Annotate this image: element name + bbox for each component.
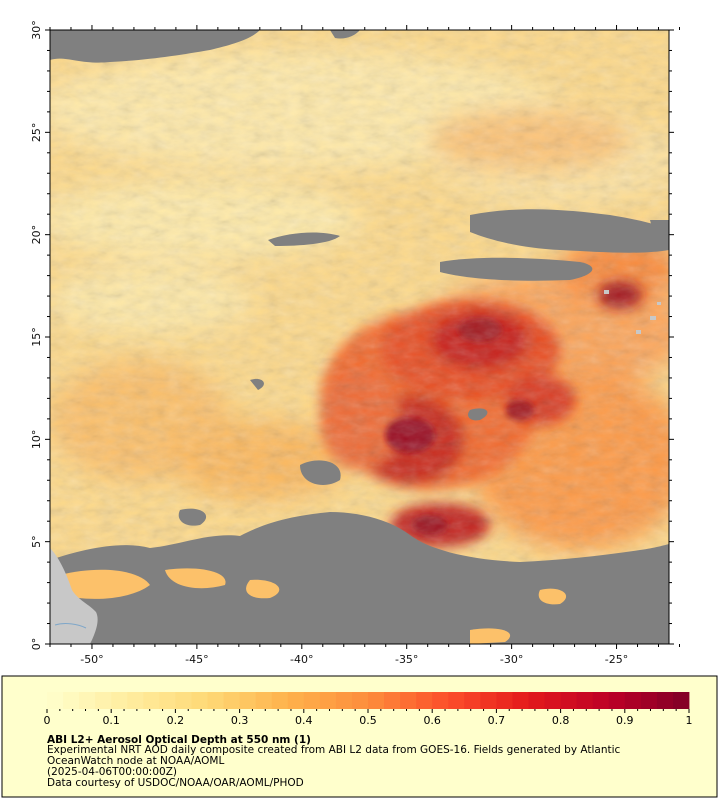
- lon-tick-label: -30°: [500, 653, 523, 666]
- colorbar-segment: [143, 692, 160, 709]
- colorbar-segment: [464, 692, 481, 709]
- colorbar-segment: [239, 692, 257, 709]
- lat-tick-label: 10°: [30, 430, 43, 450]
- colorbar-segment: [127, 692, 144, 709]
- colorbar-segment: [400, 692, 417, 709]
- colorbar-tick-label: 1: [686, 714, 693, 727]
- colorbar-segment: [656, 692, 674, 709]
- amazon-river: [54, 623, 87, 629]
- cape-verde-islands: [604, 290, 661, 334]
- colorbar-segments: [47, 692, 690, 709]
- colorbar-segment: [111, 692, 128, 709]
- colorbar-segment: [95, 692, 112, 709]
- colorbar-ticks: 0 0.1 0.2 0.3 0.4 0.5 0.6 0.7 0.8 0.9 1: [44, 709, 693, 727]
- colorbar-segment: [319, 692, 337, 709]
- colorbar-segment: [480, 692, 497, 709]
- colorbar-segment: [512, 692, 529, 709]
- colorbar-segment: [47, 692, 64, 709]
- colorbar-tick-label: 0.5: [359, 714, 377, 727]
- colorbar-segment: [159, 692, 176, 709]
- colorbar-segment: [351, 692, 369, 709]
- colorbar-segment: [255, 692, 273, 709]
- lat-tick-label: 30°: [30, 20, 43, 40]
- colorbar-segment: [175, 692, 192, 709]
- colorbar-segment: [223, 692, 240, 709]
- caption-line-2: OceanWatch node at NOAA/AOML: [47, 755, 224, 767]
- south-america-land: [50, 548, 98, 644]
- colorbar-segment: [576, 692, 594, 709]
- colorbar-segment: [63, 692, 80, 709]
- colorbar-segment: [608, 692, 626, 709]
- colorbar-segment: [287, 692, 305, 709]
- colorbar-segment: [544, 692, 561, 709]
- colorbar-segment: [191, 692, 208, 709]
- lon-tick-label: -40°: [290, 653, 313, 666]
- colorbar-segment: [672, 692, 690, 709]
- colorbar-tick-label: 0.6: [423, 714, 441, 727]
- aod-map-panel: [50, 30, 669, 644]
- colorbar-segment: [592, 692, 610, 709]
- colorbar-segment: [448, 692, 465, 709]
- colorbar-segment: [416, 692, 433, 709]
- caption-line-3: (2025-04-06T00:00:00Z): [47, 766, 177, 778]
- lat-tick-label: 5°: [30, 535, 43, 548]
- colorbar-segment: [303, 692, 321, 709]
- lat-tick-label: 20°: [30, 225, 43, 245]
- colorbar-tick-label: 0.1: [102, 714, 120, 727]
- colorbar-tick-label: 0.2: [167, 714, 185, 727]
- colorbar-tick-label: 0.3: [231, 714, 249, 727]
- colorbar-segment: [496, 692, 513, 709]
- colorbar-segment: [207, 692, 224, 709]
- colorbar-tick-label: 0.4: [295, 714, 313, 727]
- longitude-axis: -50° -45° -40° -35° -30° -25°: [49, 25, 680, 666]
- colorbar-segment: [335, 692, 353, 709]
- lon-tick-label: -45°: [185, 653, 208, 666]
- colorbar-segment: [368, 692, 385, 709]
- missing-data-regions: [50, 30, 669, 644]
- colorbar-segment: [640, 692, 658, 709]
- colorbar-segment: [528, 692, 545, 709]
- caption-line-1: Experimental NRT AOD daily composite cre…: [47, 744, 621, 756]
- colorbar-tick-label: 0: [44, 714, 51, 727]
- colorbar-segment: [79, 692, 96, 709]
- colorbar-segment: [624, 692, 642, 709]
- lat-tick-label: 0°: [30, 638, 43, 651]
- lat-tick-label: 25°: [30, 123, 43, 143]
- colorbar-tick-label: 0.8: [552, 714, 570, 727]
- colorbar-segment: [560, 692, 578, 709]
- caption-title: ABI L2+ Aerosol Optical Depth at 550 nm …: [47, 734, 311, 746]
- colorbar-tick-label: 0.9: [616, 714, 634, 727]
- colorbar-segment: [384, 692, 401, 709]
- lon-tick-label: -25°: [605, 653, 628, 666]
- caption-line-4: Data courtesy of USDOC/NOAA/OAR/AOML/PHO…: [47, 777, 304, 789]
- aod-southern-patches: [60, 568, 567, 644]
- colorbar-segment: [432, 692, 449, 709]
- colorbar-segment: [271, 692, 289, 709]
- latitude-axis: 0° 5° 10° 15° 20° 25° 30°: [30, 20, 674, 650]
- lat-tick-label: 15°: [30, 327, 43, 347]
- lon-tick-label: -35°: [395, 653, 418, 666]
- lon-tick-label: -50°: [80, 653, 103, 666]
- colorbar-tick-label: 0.7: [488, 714, 506, 727]
